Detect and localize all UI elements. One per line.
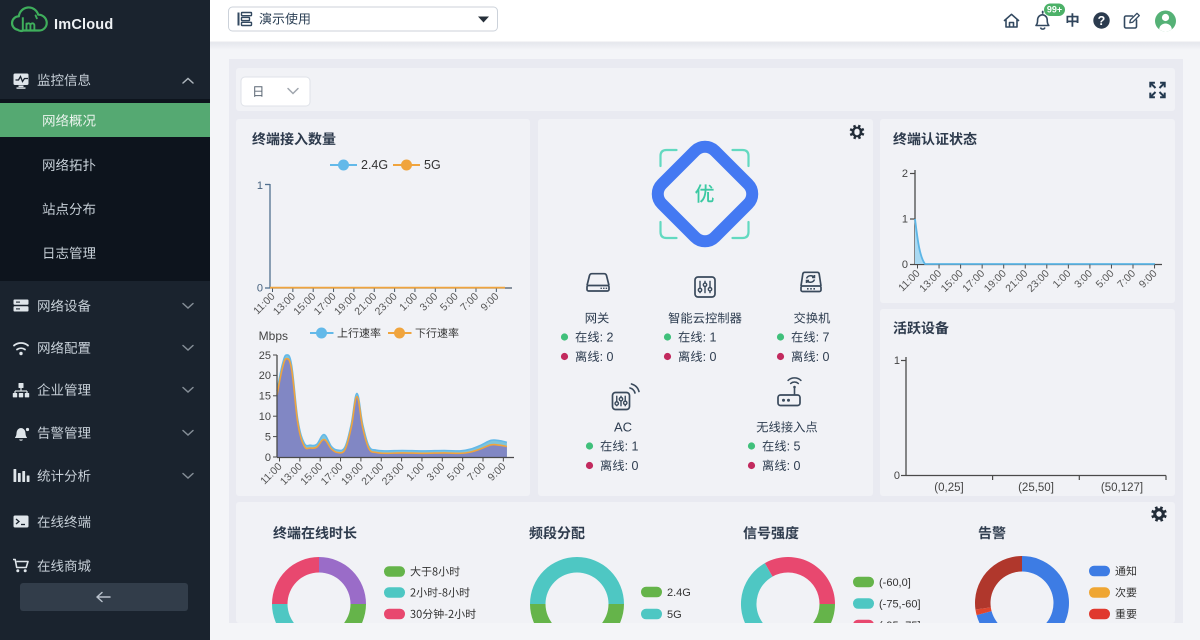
svg-text:: 0: : 0: [600, 350, 614, 364]
svg-text:1: 1: [902, 214, 908, 226]
svg-text:10: 10: [259, 411, 271, 423]
svg-text:(0,25]: (0,25]: [934, 482, 963, 494]
svg-text:: 0: : 0: [787, 459, 801, 473]
svg-text:0: 0: [265, 452, 271, 464]
svg-text:5G: 5G: [424, 158, 441, 172]
svg-text:2.4G: 2.4G: [667, 587, 691, 599]
svg-text:AC: AC: [614, 420, 632, 435]
svg-text:20: 20: [259, 370, 271, 382]
svg-text:0: 0: [902, 259, 908, 271]
svg-text:(-95,-75]: (-95,-75]: [879, 620, 921, 632]
svg-text:: 7: : 7: [816, 331, 830, 345]
svg-text:: 2: : 2: [600, 331, 614, 345]
svg-text:(-60,0]: (-60,0]: [879, 577, 911, 589]
svg-text:5G: 5G: [667, 609, 682, 621]
svg-text:99+: 99+: [1047, 5, 1062, 15]
svg-text:2: 2: [902, 168, 908, 180]
svg-text:: 0: : 0: [816, 350, 830, 364]
svg-text:2.4G: 2.4G: [361, 158, 388, 172]
svg-text:25: 25: [259, 350, 271, 362]
svg-text:: 0: : 0: [625, 459, 639, 473]
svg-text:(-75,-60]: (-75,-60]: [879, 598, 921, 610]
svg-text:: 1: : 1: [625, 440, 639, 454]
svg-text:?: ?: [1098, 14, 1106, 28]
svg-text:0: 0: [257, 283, 263, 295]
svg-text:1: 1: [257, 180, 263, 192]
svg-text:(50,127]: (50,127]: [1101, 482, 1143, 494]
svg-text:Mbps: Mbps: [259, 329, 288, 343]
svg-text:5: 5: [265, 431, 271, 443]
svg-text:: 0: : 0: [703, 350, 717, 364]
svg-text:(25,50]: (25,50]: [1018, 482, 1054, 494]
svg-text:0: 0: [894, 470, 900, 482]
svg-text:15: 15: [259, 391, 271, 403]
svg-text:1: 1: [894, 355, 900, 367]
svg-text:ImCloud: ImCloud: [54, 17, 113, 33]
svg-text:: 1: : 1: [703, 331, 717, 345]
svg-text:: 5: : 5: [787, 440, 801, 454]
